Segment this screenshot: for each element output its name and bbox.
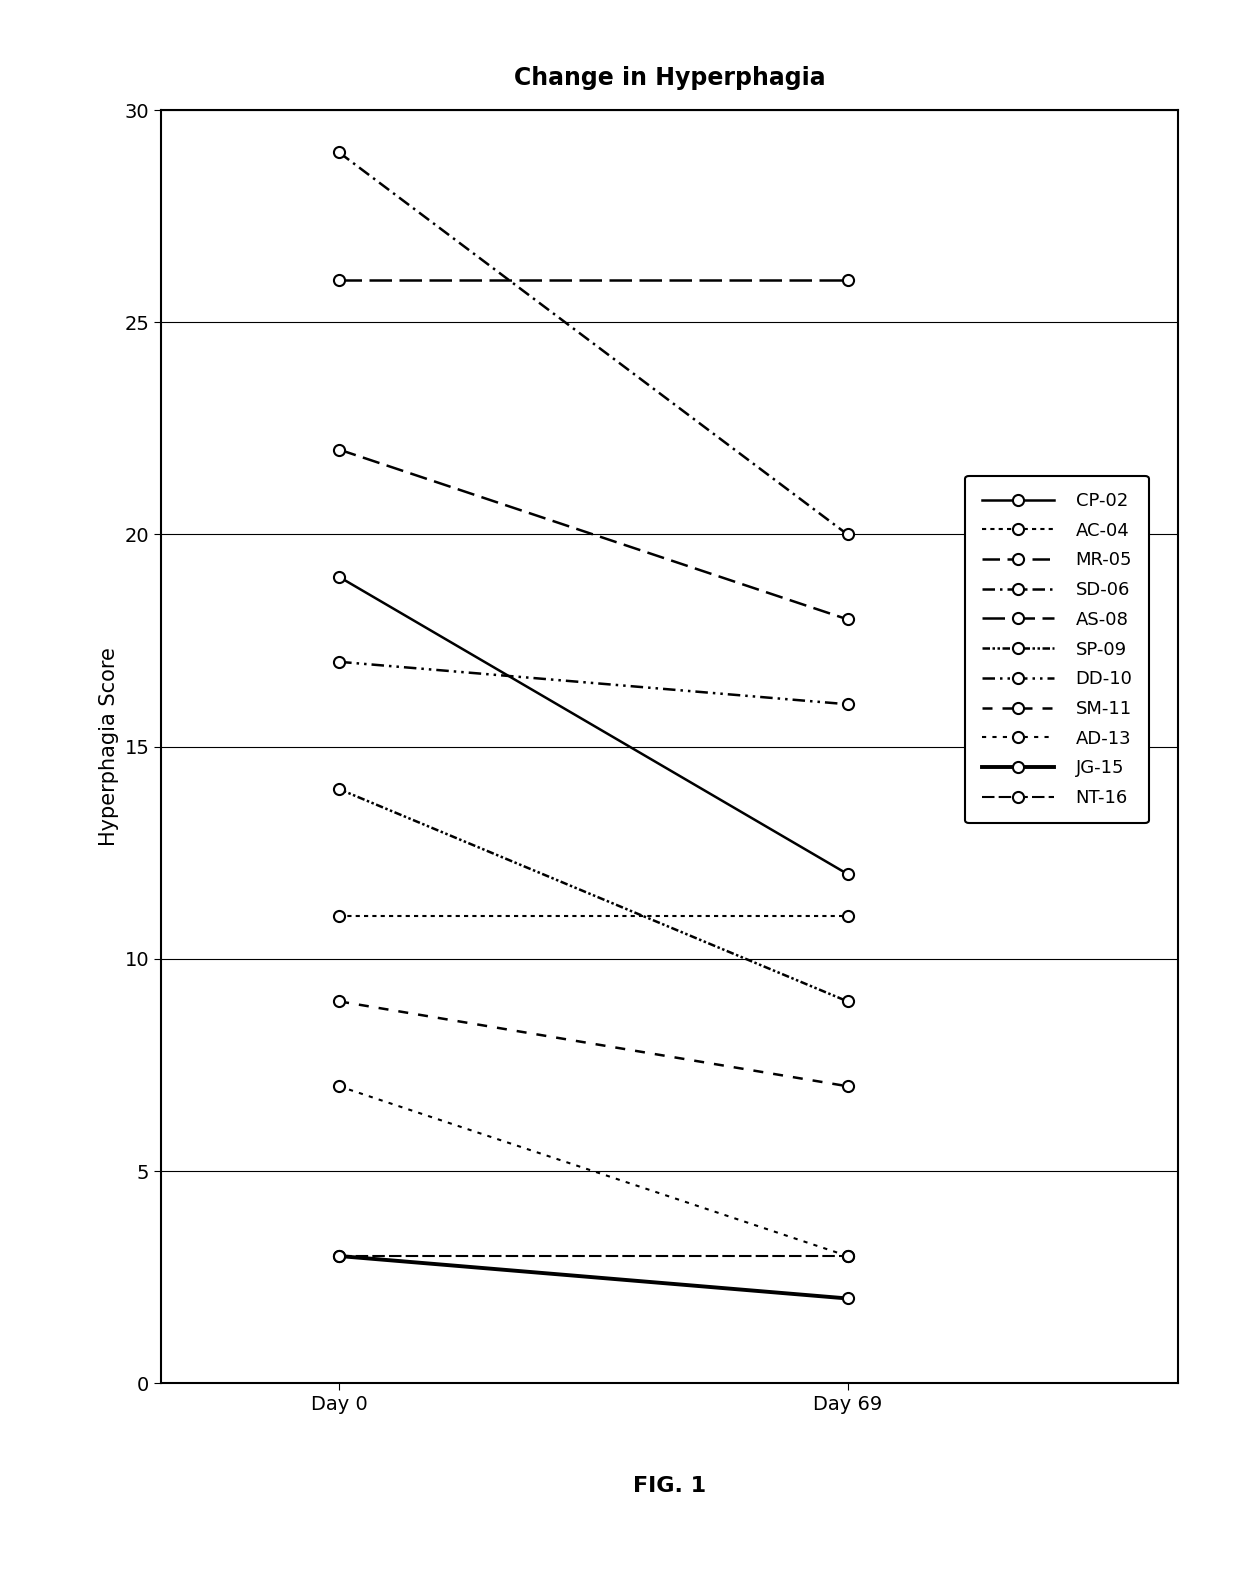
JG-15 [841,1289,856,1308]
MR-05 [841,610,856,629]
AS-08 [331,270,346,289]
Line: SM-11: SM-11 [334,995,853,1093]
AD-13 [841,1247,856,1265]
SM-11 [841,1077,856,1096]
Line: SP-09: SP-09 [334,783,853,1008]
DD-10 [841,695,856,714]
Y-axis label: Hyperphagia Score: Hyperphagia Score [99,648,119,846]
SP-09 [841,992,856,1011]
CP-02 [331,567,346,586]
Line: DD-10: DD-10 [334,656,853,711]
Line: SD-06: SD-06 [334,146,853,541]
MR-05 [331,440,346,459]
Line: CP-02: CP-02 [334,571,853,880]
SD-06 [841,525,856,544]
Text: FIG. 1: FIG. 1 [634,1476,706,1495]
Title: Change in Hyperphagia: Change in Hyperphagia [513,66,826,90]
JG-15 [331,1247,346,1265]
Line: AD-13: AD-13 [334,1080,853,1262]
AC-04 [841,907,856,926]
CP-02 [841,865,856,883]
NT-16 [331,1247,346,1265]
Line: JG-15: JG-15 [334,1250,853,1305]
Line: MR-05: MR-05 [334,443,853,626]
AC-04 [331,907,346,926]
Line: AS-08: AS-08 [334,274,853,286]
AD-13 [331,1077,346,1096]
DD-10 [331,652,346,671]
Line: NT-16: NT-16 [334,1250,853,1262]
Legend: CP-02, AC-04, MR-05, SD-06, AS-08, SP-09, DD-10, SM-11, AD-13, JG-15, NT-16: CP-02, AC-04, MR-05, SD-06, AS-08, SP-09… [966,476,1148,824]
SP-09 [331,780,346,799]
NT-16 [841,1247,856,1265]
SD-06 [331,143,346,162]
AS-08 [841,270,856,289]
Line: AC-04: AC-04 [334,910,853,923]
SM-11 [331,992,346,1011]
